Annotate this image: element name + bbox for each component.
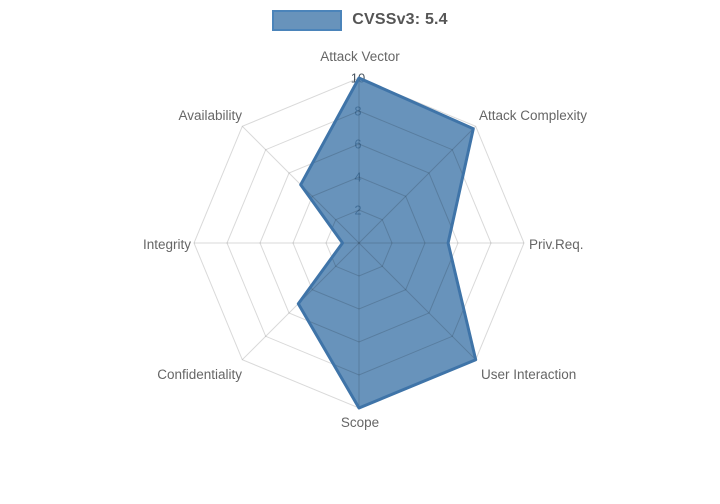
axis-label-scope: Scope <box>341 415 379 430</box>
data-polygon-fill <box>298 78 476 408</box>
grid-ring <box>226 110 492 376</box>
legend[interactable]: CVSSv3: 5.4 <box>0 0 720 40</box>
axis-label-confidentiality: Confidentiality <box>157 367 242 382</box>
grid-ring <box>292 176 426 310</box>
axis-label-attack-complexity: Attack Complexity <box>479 108 587 123</box>
data-polygon-border <box>296 76 478 410</box>
axis-label-user-interaction: User Interaction <box>481 367 576 382</box>
axis-label-attack-vector: Attack Vector <box>320 49 400 64</box>
grid-ring <box>259 143 459 343</box>
axis-label-availability: Availability <box>178 108 242 123</box>
axis-label-priv-req: Priv.Req. <box>529 237 584 252</box>
legend-swatch[interactable] <box>272 9 343 31</box>
axis-label-integrity: Integrity <box>143 237 191 252</box>
axis-spoke <box>358 125 477 244</box>
legend-label[interactable]: CVSSv3: 5.4 <box>352 11 448 28</box>
axis-spoke <box>358 242 477 361</box>
